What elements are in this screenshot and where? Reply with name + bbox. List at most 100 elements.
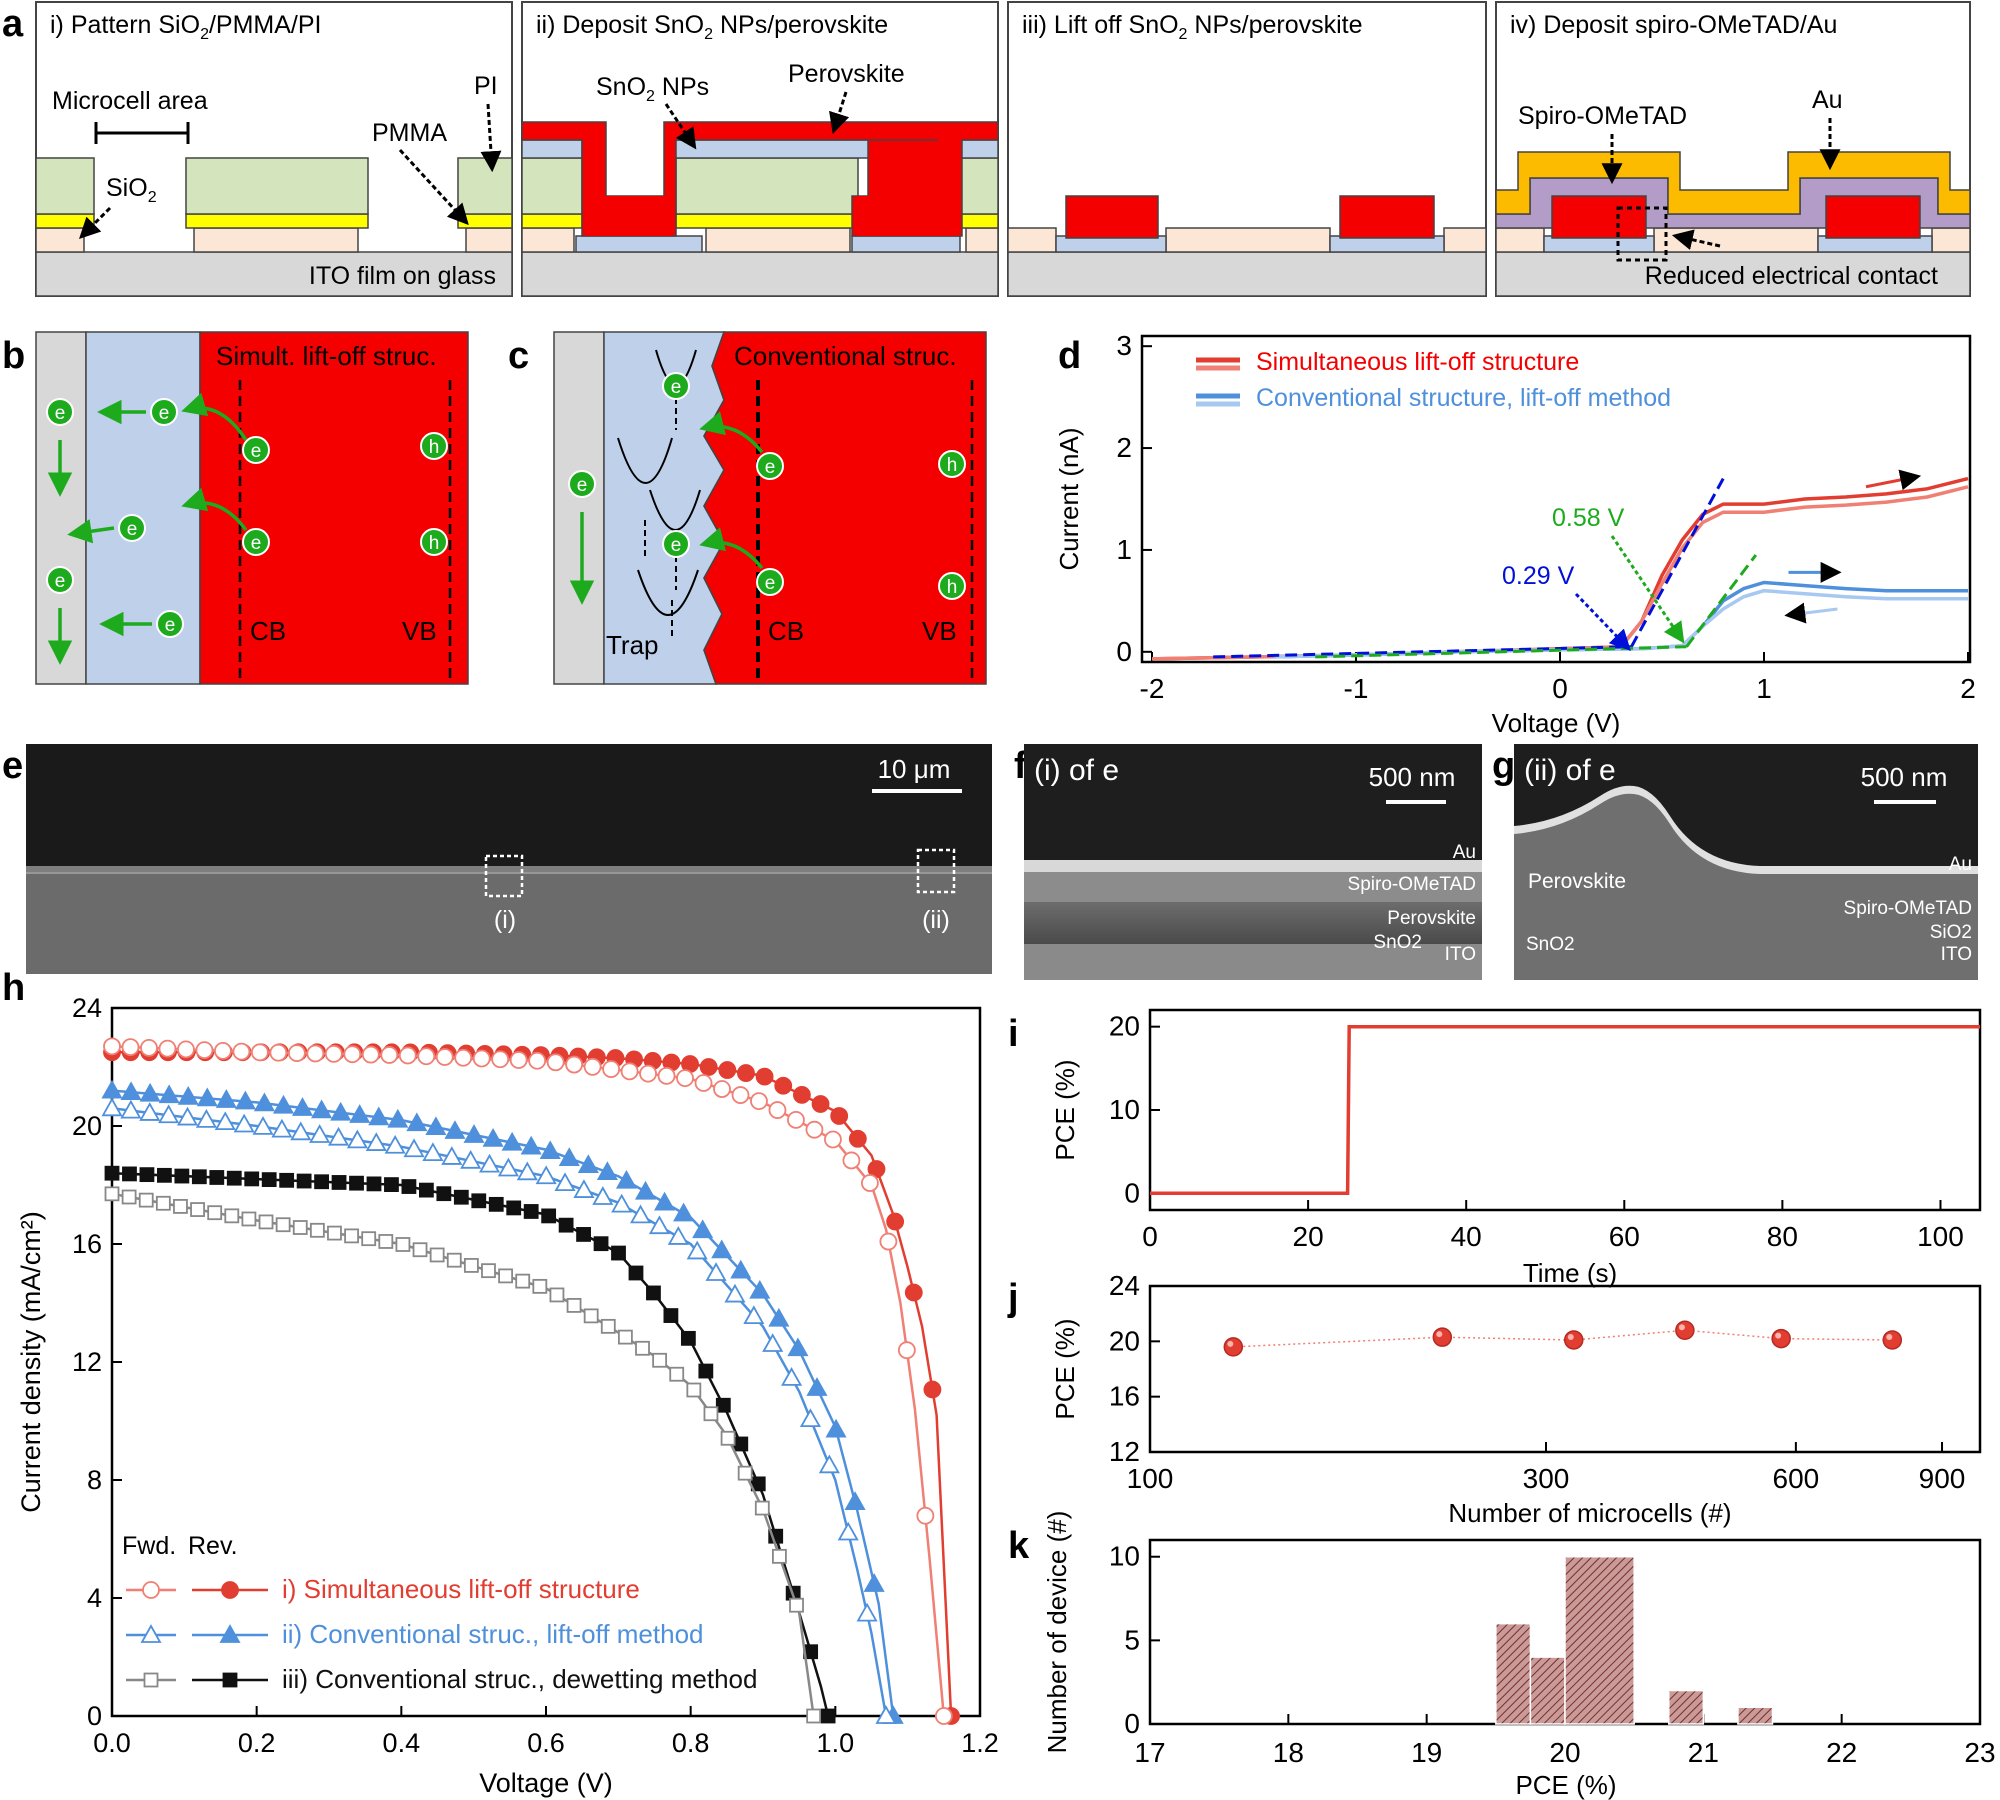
jv-point [401, 1179, 417, 1194]
jv-point [488, 1196, 504, 1212]
carrier-circle [46, 398, 74, 426]
jv-point [611, 1193, 633, 1213]
fit-line-blue-base [1213, 645, 1632, 659]
carrier-label: e [577, 475, 588, 496]
jv-point [309, 1222, 325, 1238]
y-tick-label: 16 [1109, 1381, 1140, 1412]
fit-line-green-base [1315, 645, 1687, 659]
jv-point [646, 1285, 661, 1301]
sem-e-scale: 10 μm [878, 754, 951, 784]
chart-k-ylabel: Number of device (#) [1042, 1511, 1072, 1754]
jv-point [630, 1204, 652, 1224]
transfer-arrow [699, 411, 764, 454]
jv-point [158, 1104, 180, 1124]
jv-point [762, 1333, 784, 1352]
pce-point-highlight [1567, 1333, 1574, 1340]
jv-point [554, 1172, 576, 1192]
y-tick-label: 4 [87, 1583, 102, 1613]
jv-point [806, 1708, 822, 1724]
carrier-circle [118, 514, 146, 542]
jv-point [482, 1127, 504, 1147]
carrier-circle [568, 470, 596, 498]
x-tick-label: 60 [1609, 1221, 1640, 1252]
y-tick-label: 8 [87, 1465, 102, 1495]
y-tick-label: 2 [1116, 432, 1132, 463]
jv-point [121, 1189, 137, 1205]
panel-letter-i: i [1008, 1013, 1019, 1055]
x-tick-label: 2 [1960, 673, 1976, 704]
legend-marker-fwd [140, 1624, 162, 1643]
y-tick-label: 12 [72, 1347, 102, 1377]
sem-f-layer-perovskite: Perovskite [1387, 908, 1476, 929]
jv-point [713, 1080, 731, 1098]
jv-point [139, 1082, 161, 1102]
jv-point [667, 1226, 689, 1245]
pce-point [1771, 1328, 1791, 1349]
jv-point [380, 1046, 399, 1064]
jv-point [673, 1202, 695, 1222]
jv-point [215, 1089, 237, 1108]
sweep-arrow [1865, 469, 1922, 491]
y-tick-label: 12 [1109, 1436, 1140, 1467]
jv-point [546, 1053, 565, 1072]
jv-point [648, 1215, 670, 1235]
pi-arrow [480, 103, 502, 173]
jv-point [261, 1172, 277, 1188]
carrier-circle [420, 528, 448, 556]
jv-point [418, 1182, 434, 1198]
jv-point [805, 1120, 824, 1139]
chart-j-pce-microcells: 100 300 600 900 12 16 20 24 Number of microcell… [1050, 1270, 1982, 1528]
jv-point [196, 1087, 218, 1107]
pce-point-highlight [1678, 1324, 1685, 1331]
chart-d-legend-2: Conventional structure, lift-off method [1256, 384, 1671, 412]
jv-point [226, 1170, 242, 1186]
jv-point [755, 1067, 774, 1086]
sem-g-layer-au: Au [1949, 854, 1972, 875]
y-tick-label: 5 [1124, 1624, 1140, 1655]
jv-point [272, 1094, 295, 1114]
jv-point [657, 1066, 676, 1085]
jv-point [837, 1521, 859, 1541]
jv-point [686, 1382, 702, 1398]
sem-g-scale: 500 nm [1861, 762, 1948, 792]
sem-f-scale: 500 nm [1369, 762, 1456, 792]
carrier-label: e [765, 457, 776, 478]
jv-point [509, 1051, 528, 1069]
pce-point-highlight [1436, 1331, 1443, 1338]
jv-point [654, 1191, 676, 1211]
x-tick-label: 300 [1523, 1463, 1570, 1494]
x-tick-label: 0.2 [238, 1728, 276, 1758]
jv-point [140, 1038, 158, 1057]
step-4-schematic: Spiro-OMeTAD Au Reduced electrical conta… [1495, 1, 1971, 297]
carrier-circle [242, 436, 270, 464]
jv-point [121, 1038, 140, 1057]
jv-point [406, 1112, 428, 1132]
x-tick-label: 100 [1917, 1221, 1964, 1252]
jv-point [867, 1160, 886, 1178]
jv-point [491, 1050, 510, 1069]
jv-point [207, 1205, 223, 1221]
pce-point [1564, 1330, 1584, 1350]
chart-i-ylabel: PCE (%) [1050, 1059, 1080, 1160]
transfer-arrow [181, 392, 248, 441]
jv-point [541, 1208, 557, 1224]
jv-point [520, 1135, 542, 1155]
jv-point [593, 1236, 609, 1252]
pce-point [1432, 1327, 1453, 1347]
jv-point [799, 1408, 821, 1428]
pce-time-line [1150, 1024, 1980, 1196]
chart-j-xlabel: Number of microcells (#) [1448, 1498, 1731, 1528]
jv-point [904, 1283, 923, 1302]
pmma-arrow [398, 148, 469, 226]
sem-f-layer-spiro: Spiro-OMeTAD [1348, 874, 1476, 895]
histogram-bar [1564, 1555, 1635, 1725]
carrier-label: e [159, 403, 170, 424]
jv-point [344, 1228, 359, 1244]
jv-point [789, 1597, 804, 1613]
x-tick-label: 0.8 [672, 1728, 710, 1758]
jv-point [309, 1124, 331, 1143]
carrier-label: e [127, 519, 138, 540]
jv-point [234, 1090, 256, 1110]
jv-point [481, 1263, 496, 1279]
jv-point [244, 1171, 260, 1187]
